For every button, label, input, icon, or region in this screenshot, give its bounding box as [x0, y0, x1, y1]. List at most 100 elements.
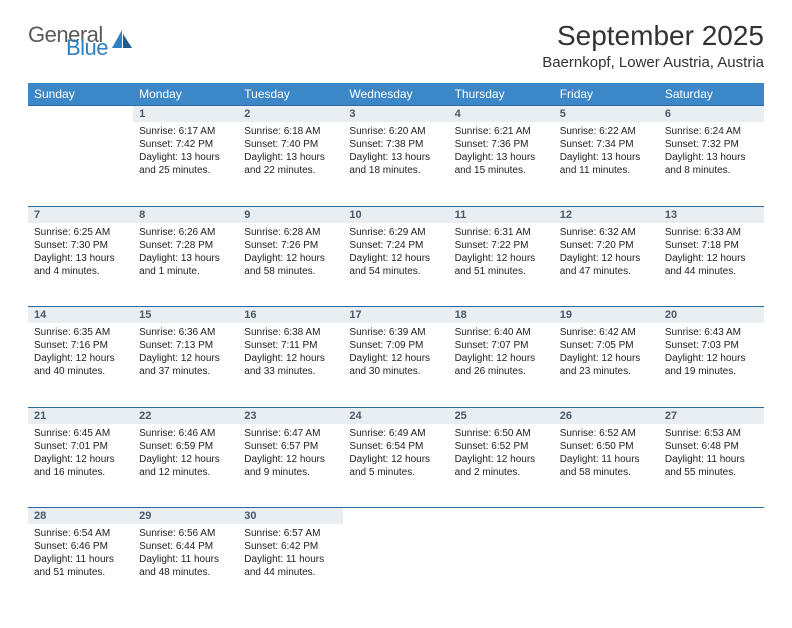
sunset-line: Sunset: 7:07 PM: [455, 339, 548, 352]
day-number: 28: [28, 508, 133, 525]
sunset-line: Sunset: 7:13 PM: [139, 339, 232, 352]
sunset-line: Sunset: 7:32 PM: [665, 138, 758, 151]
daylight-line: Daylight: 12 hours and 2 minutes.: [455, 453, 548, 479]
day-cell: Sunrise: 6:26 AMSunset: 7:28 PMDaylight:…: [133, 223, 238, 284]
calendar-body: 1 23 456Sunrise: 6:17 AMSunset: 7:42 PMDay…: [28, 106, 764, 609]
sunset-line: Sunset: 6:46 PM: [34, 540, 127, 553]
day-cell: Sunrise: 6:32 AMSunset: 7:20 PMDaylight:…: [554, 223, 659, 284]
sunset-line: Sunset: 6:52 PM: [455, 440, 548, 453]
daylight-line: Daylight: 13 hours and 18 minutes.: [349, 151, 442, 177]
daynum-row: 78910111213: [28, 206, 764, 223]
sunset-line: Sunset: 6:48 PM: [665, 440, 758, 453]
content-row: Sunrise: 6:17 AMSunset: 7:42 PMDaylight:…: [28, 122, 764, 206]
empty-cell: [343, 508, 448, 525]
day-number: 14: [28, 307, 133, 324]
sunset-line: Sunset: 7:30 PM: [34, 239, 127, 252]
daylight-line: Daylight: 13 hours and 11 minutes.: [560, 151, 653, 177]
daylight-line: Daylight: 12 hours and 47 minutes.: [560, 252, 653, 278]
empty-cell: [449, 508, 554, 525]
sunrise-line: Sunrise: 6:45 AM: [34, 427, 127, 440]
day-number: 17: [343, 307, 448, 324]
daylight-line: Daylight: 12 hours and 37 minutes.: [139, 352, 232, 378]
day-number: 9: [238, 206, 343, 223]
empty-cell: [28, 106, 133, 123]
daynum-row: 21222324252627: [28, 407, 764, 424]
calendar-table: SundayMondayTuesdayWednesdayThursdayFrid…: [28, 83, 764, 608]
daylight-line: Daylight: 13 hours and 25 minutes.: [139, 151, 232, 177]
sunrise-line: Sunrise: 6:57 AM: [244, 527, 337, 540]
day-cell: Sunrise: 6:53 AMSunset: 6:48 PMDaylight:…: [659, 424, 764, 485]
daylight-line: Daylight: 11 hours and 55 minutes.: [665, 453, 758, 479]
sunset-line: Sunset: 7:40 PM: [244, 138, 337, 151]
calendar-header-row: SundayMondayTuesdayWednesdayThursdayFrid…: [28, 83, 764, 106]
content-row: Sunrise: 6:54 AMSunset: 6:46 PMDaylight:…: [28, 524, 764, 608]
day-number: 30: [238, 508, 343, 525]
sunset-line: Sunset: 7:22 PM: [455, 239, 548, 252]
page: General Blue September 2025 Baernkopf, L…: [0, 0, 792, 628]
logo: General Blue: [28, 26, 134, 57]
sunrise-line: Sunrise: 6:33 AM: [665, 226, 758, 239]
day-cell: Sunrise: 6:52 AMSunset: 6:50 PMDaylight:…: [554, 424, 659, 485]
day-number: 3: [343, 106, 448, 123]
day-number: 1: [133, 106, 238, 123]
day-number: 19: [554, 307, 659, 324]
sunrise-line: Sunrise: 6:21 AM: [455, 125, 548, 138]
weekday-header: Friday: [554, 83, 659, 106]
sunrise-line: Sunrise: 6:38 AM: [244, 326, 337, 339]
sunset-line: Sunset: 6:57 PM: [244, 440, 337, 453]
daylight-line: Daylight: 12 hours and 16 minutes.: [34, 453, 127, 479]
daylight-line: Daylight: 12 hours and 19 minutes.: [665, 352, 758, 378]
day-cell: Sunrise: 6:49 AMSunset: 6:54 PMDaylight:…: [343, 424, 448, 485]
day-cell: Sunrise: 6:36 AMSunset: 7:13 PMDaylight:…: [133, 323, 238, 384]
sunset-line: Sunset: 7:34 PM: [560, 138, 653, 151]
sunset-line: Sunset: 7:11 PM: [244, 339, 337, 352]
sunrise-line: Sunrise: 6:40 AM: [455, 326, 548, 339]
day-number: 22: [133, 407, 238, 424]
sunset-line: Sunset: 7:26 PM: [244, 239, 337, 252]
daylight-line: Daylight: 13 hours and 1 minute.: [139, 252, 232, 278]
day-number: 20: [659, 307, 764, 324]
sunset-line: Sunset: 7:18 PM: [665, 239, 758, 252]
sunrise-line: Sunrise: 6:49 AM: [349, 427, 442, 440]
daylight-line: Daylight: 12 hours and 30 minutes.: [349, 352, 442, 378]
day-cell: Sunrise: 6:20 AMSunset: 7:38 PMDaylight:…: [343, 122, 448, 183]
sunset-line: Sunset: 7:16 PM: [34, 339, 127, 352]
sunset-line: Sunset: 7:03 PM: [665, 339, 758, 352]
sunrise-line: Sunrise: 6:25 AM: [34, 226, 127, 239]
daylight-line: Daylight: 13 hours and 15 minutes.: [455, 151, 548, 177]
daynum-row: 282930: [28, 508, 764, 525]
day-number: 26: [554, 407, 659, 424]
day-cell: Sunrise: 6:21 AMSunset: 7:36 PMDaylight:…: [449, 122, 554, 183]
page-subtitle: Baernkopf, Lower Austria, Austria: [542, 54, 764, 71]
day-number: 25: [449, 407, 554, 424]
day-number: 6: [659, 106, 764, 123]
daylight-line: Daylight: 12 hours and 44 minutes.: [665, 252, 758, 278]
header: General Blue September 2025 Baernkopf, L…: [28, 20, 764, 71]
sunrise-line: Sunrise: 6:29 AM: [349, 226, 442, 239]
day-cell: Sunrise: 6:56 AMSunset: 6:44 PMDaylight:…: [133, 524, 238, 585]
sunrise-line: Sunrise: 6:54 AM: [34, 527, 127, 540]
weekday-header: Saturday: [659, 83, 764, 106]
daylight-line: Daylight: 12 hours and 51 minutes.: [455, 252, 548, 278]
day-cell: Sunrise: 6:38 AMSunset: 7:11 PMDaylight:…: [238, 323, 343, 384]
empty-cell: [659, 524, 764, 608]
sunrise-line: Sunrise: 6:35 AM: [34, 326, 127, 339]
content-row: Sunrise: 6:35 AMSunset: 7:16 PMDaylight:…: [28, 323, 764, 407]
title-block: September 2025 Baernkopf, Lower Austria,…: [542, 20, 764, 71]
daylight-line: Daylight: 12 hours and 54 minutes.: [349, 252, 442, 278]
empty-cell: [343, 524, 448, 608]
day-number: 4: [449, 106, 554, 123]
day-cell: Sunrise: 6:42 AMSunset: 7:05 PMDaylight:…: [554, 323, 659, 384]
empty-cell: [449, 524, 554, 608]
daylight-line: Daylight: 13 hours and 4 minutes.: [34, 252, 127, 278]
day-number: 27: [659, 407, 764, 424]
day-number: 5: [554, 106, 659, 123]
sunrise-line: Sunrise: 6:20 AM: [349, 125, 442, 138]
weekday-header: Thursday: [449, 83, 554, 106]
sunrise-line: Sunrise: 6:39 AM: [349, 326, 442, 339]
daylight-line: Daylight: 13 hours and 22 minutes.: [244, 151, 337, 177]
day-number: 29: [133, 508, 238, 525]
sunset-line: Sunset: 7:42 PM: [139, 138, 232, 151]
daylight-line: Daylight: 12 hours and 40 minutes.: [34, 352, 127, 378]
day-number: 23: [238, 407, 343, 424]
